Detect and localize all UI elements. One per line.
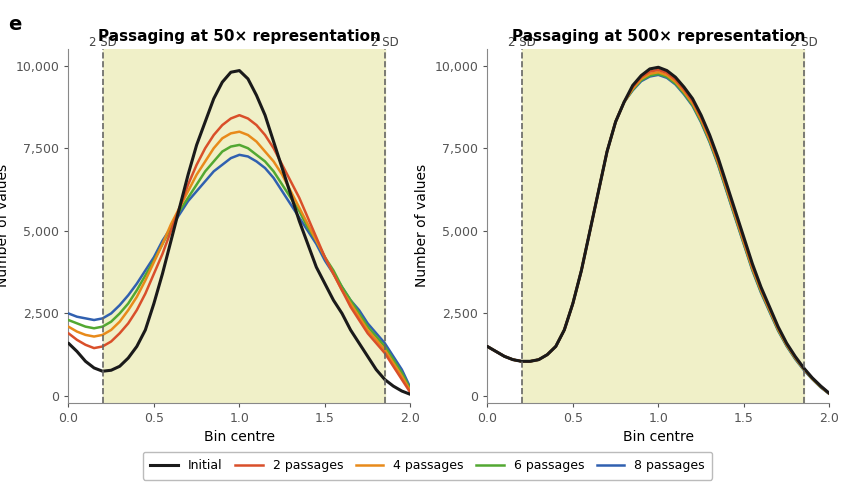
Title: Passaging at 500× representation: Passaging at 500× representation xyxy=(511,29,805,44)
Y-axis label: Number of values: Number of values xyxy=(0,164,10,287)
X-axis label: Bin centre: Bin centre xyxy=(203,430,275,444)
Text: 2 SD: 2 SD xyxy=(508,36,535,49)
Bar xyxy=(522,49,804,403)
Text: 2 SD: 2 SD xyxy=(89,36,116,49)
Text: e: e xyxy=(9,15,22,34)
Title: Passaging at 50× representation: Passaging at 50× representation xyxy=(98,29,380,44)
Text: 2 SD: 2 SD xyxy=(371,36,398,49)
Legend: Initial, 2 passages, 4 passages, 6 passages, 8 passages: Initial, 2 passages, 4 passages, 6 passa… xyxy=(143,452,712,480)
Bar xyxy=(103,49,385,403)
Text: 2 SD: 2 SD xyxy=(790,36,817,49)
X-axis label: Bin centre: Bin centre xyxy=(622,430,694,444)
Y-axis label: Number of values: Number of values xyxy=(415,164,429,287)
